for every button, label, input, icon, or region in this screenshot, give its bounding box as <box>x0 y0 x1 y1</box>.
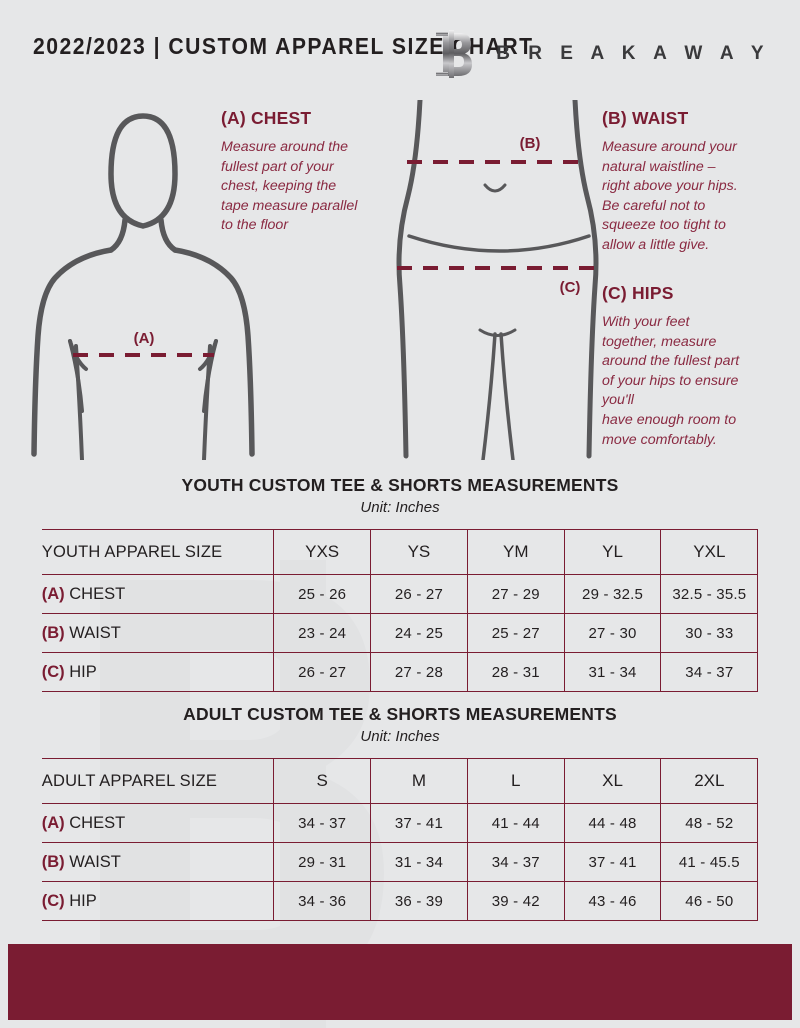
upper-body-illustration: (A) <box>31 113 255 460</box>
row-tag: (C) <box>41 891 65 910</box>
measurement-title-waist: (B) WAIST <box>602 108 689 128</box>
adult-size-col-2: L <box>466 758 565 804</box>
adult-table-title: ADULT CUSTOM TEE & SHORTS MEASUREMENTS <box>183 704 617 724</box>
youth-row-label-chest: (A) CHEST <box>41 574 274 614</box>
table-row: (A) CHEST 34 - 37 37 - 41 41 - 44 44 - 4… <box>41 803 759 843</box>
adult-waist-2xl: 41 - 45.5 <box>660 842 759 882</box>
row-label: HIP <box>69 891 97 910</box>
row-label: HIP <box>69 662 97 681</box>
measurement-illustrations: (A) (B) (C) <box>0 95 800 470</box>
youth-size-col-1: YS <box>370 529 468 575</box>
youth-waist-ys: 24 - 25 <box>370 613 468 653</box>
youth-size-col-2: YM <box>466 529 565 575</box>
youth-chest-ys: 26 - 27 <box>370 574 468 614</box>
youth-size-table-section: YOUTH CUSTOM TEE & SHORTS MEASUREMENTS U… <box>0 475 800 692</box>
table-row: (C) HIP 34 - 36 36 - 39 39 - 42 43 - 46 … <box>41 881 759 921</box>
table-row: (A) CHEST 25 - 26 26 - 27 27 - 29 29 - 3… <box>41 574 759 614</box>
hips-marker-label: (C) <box>560 279 581 296</box>
youth-waist-yxl: 30 - 33 <box>660 613 759 653</box>
waist-marker-label: (B) <box>520 135 541 152</box>
adult-table-unit: Unit: Inches <box>360 728 440 745</box>
measurement-title-chest: (A) CHEST <box>221 108 312 128</box>
youth-waist-yxs: 23 - 24 <box>273 613 371 653</box>
lower-body-illustration: (B) (C) <box>396 100 601 460</box>
breakaway-b-monogram-icon <box>436 30 473 78</box>
row-label: CHEST <box>69 584 126 603</box>
youth-chest-yl: 29 - 32.5 <box>563 574 661 614</box>
table-row: (B) WAIST 23 - 24 24 - 25 25 - 27 27 - 3… <box>41 613 759 653</box>
measurement-block-hips: (C) HIPS With your feet together, measur… <box>602 283 782 450</box>
youth-size-col-0: YXS <box>273 529 371 575</box>
youth-table-unit: Unit: Inches <box>360 499 440 516</box>
table-row: (C) HIP 26 - 27 27 - 28 28 - 31 31 - 34 … <box>41 652 759 692</box>
row-tag: (B) <box>41 623 65 642</box>
adult-waist-xl: 37 - 41 <box>563 842 661 882</box>
youth-chest-ym: 27 - 29 <box>466 574 565 614</box>
adult-chest-s: 34 - 37 <box>273 803 371 843</box>
page-header: 2022/2023 | CUSTOM APPAREL SIZE CHART <box>0 28 800 84</box>
chest-marker-label: (A) <box>134 330 155 347</box>
adult-size-table: ADULT APPAREL SIZE S M L XL 2XL (A) CHES… <box>41 758 759 921</box>
youth-size-col-4: YXL <box>660 529 759 575</box>
adult-row-label-waist: (B) WAIST <box>41 842 274 882</box>
adult-hip-s: 34 - 36 <box>273 881 371 921</box>
youth-chest-yxl: 32.5 - 35.5 <box>660 574 759 614</box>
youth-row-header: YOUTH APPAREL SIZE <box>41 529 274 575</box>
row-tag: (B) <box>41 852 65 871</box>
youth-table-title: YOUTH CUSTOM TEE & SHORTS MEASUREMENTS <box>181 475 619 495</box>
youth-row-label-hip: (C) HIP <box>41 652 274 692</box>
youth-waist-yl: 27 - 30 <box>563 613 661 653</box>
measurement-body-chest: Measure around the fullest part of your … <box>221 139 358 234</box>
adult-size-col-1: M <box>370 758 468 804</box>
youth-hip-ys: 27 - 28 <box>370 652 468 692</box>
adult-size-col-0: S <box>273 758 371 804</box>
adult-chest-l: 41 - 44 <box>466 803 565 843</box>
adult-waist-l: 34 - 37 <box>466 842 565 882</box>
adult-hip-xl: 43 - 46 <box>563 881 661 921</box>
adult-hip-2xl: 46 - 50 <box>660 881 759 921</box>
row-tag: (A) <box>41 813 65 832</box>
measurement-body-waist: Measure around your natural waistline – … <box>602 139 738 253</box>
adult-row-header: ADULT APPAREL SIZE <box>41 758 274 804</box>
adult-chest-m: 37 - 41 <box>370 803 468 843</box>
youth-hip-yl: 31 - 34 <box>563 652 661 692</box>
adult-size-col-3: XL <box>563 758 661 804</box>
youth-size-col-3: YL <box>563 529 661 575</box>
adult-size-col-4: 2XL <box>660 758 759 804</box>
youth-size-table: YOUTH APPAREL SIZE YXS YS YM YL YXL (A) … <box>41 529 759 692</box>
footer-bar <box>8 944 792 1020</box>
youth-chest-yxs: 25 - 26 <box>273 574 371 614</box>
row-tag: (A) <box>41 584 65 603</box>
table-header-row: YOUTH APPAREL SIZE YXS YS YM YL YXL <box>41 529 759 575</box>
table-row: (B) WAIST 29 - 31 31 - 34 34 - 37 37 - 4… <box>41 842 759 882</box>
youth-hip-yxs: 26 - 27 <box>273 652 371 692</box>
adult-chest-xl: 44 - 48 <box>563 803 661 843</box>
youth-row-label-waist: (B) WAIST <box>41 613 274 653</box>
adult-row-label-chest: (A) CHEST <box>41 803 274 843</box>
row-label: WAIST <box>69 852 121 871</box>
adult-row-label-hip: (C) HIP <box>41 881 274 921</box>
youth-waist-ym: 25 - 27 <box>466 613 565 653</box>
adult-chest-2xl: 48 - 52 <box>660 803 759 843</box>
adult-size-table-section: ADULT CUSTOM TEE & SHORTS MEASUREMENTS U… <box>0 704 800 921</box>
table-header-row: ADULT APPAREL SIZE S M L XL 2XL <box>41 758 759 804</box>
adult-waist-s: 29 - 31 <box>273 842 371 882</box>
measurement-title-hips: (C) HIPS <box>602 283 674 303</box>
adult-hip-l: 39 - 42 <box>466 881 565 921</box>
brand-lockup: B R E A K A W A Y <box>432 28 770 80</box>
measurement-block-chest: (A) CHEST Measure around the fullest par… <box>221 108 396 236</box>
measurement-block-waist: (B) WAIST Measure around your natural wa… <box>602 108 782 256</box>
adult-hip-m: 36 - 39 <box>370 881 468 921</box>
youth-hip-yxl: 34 - 37 <box>660 652 759 692</box>
row-label: CHEST <box>69 813 126 832</box>
brand-name: B R E A K A W A Y <box>496 43 770 64</box>
measurement-body-hips: With your feet together, measure around … <box>602 314 740 448</box>
row-label: WAIST <box>69 623 121 642</box>
row-tag: (C) <box>41 662 65 681</box>
adult-waist-m: 31 - 34 <box>370 842 468 882</box>
youth-hip-ym: 28 - 31 <box>466 652 565 692</box>
